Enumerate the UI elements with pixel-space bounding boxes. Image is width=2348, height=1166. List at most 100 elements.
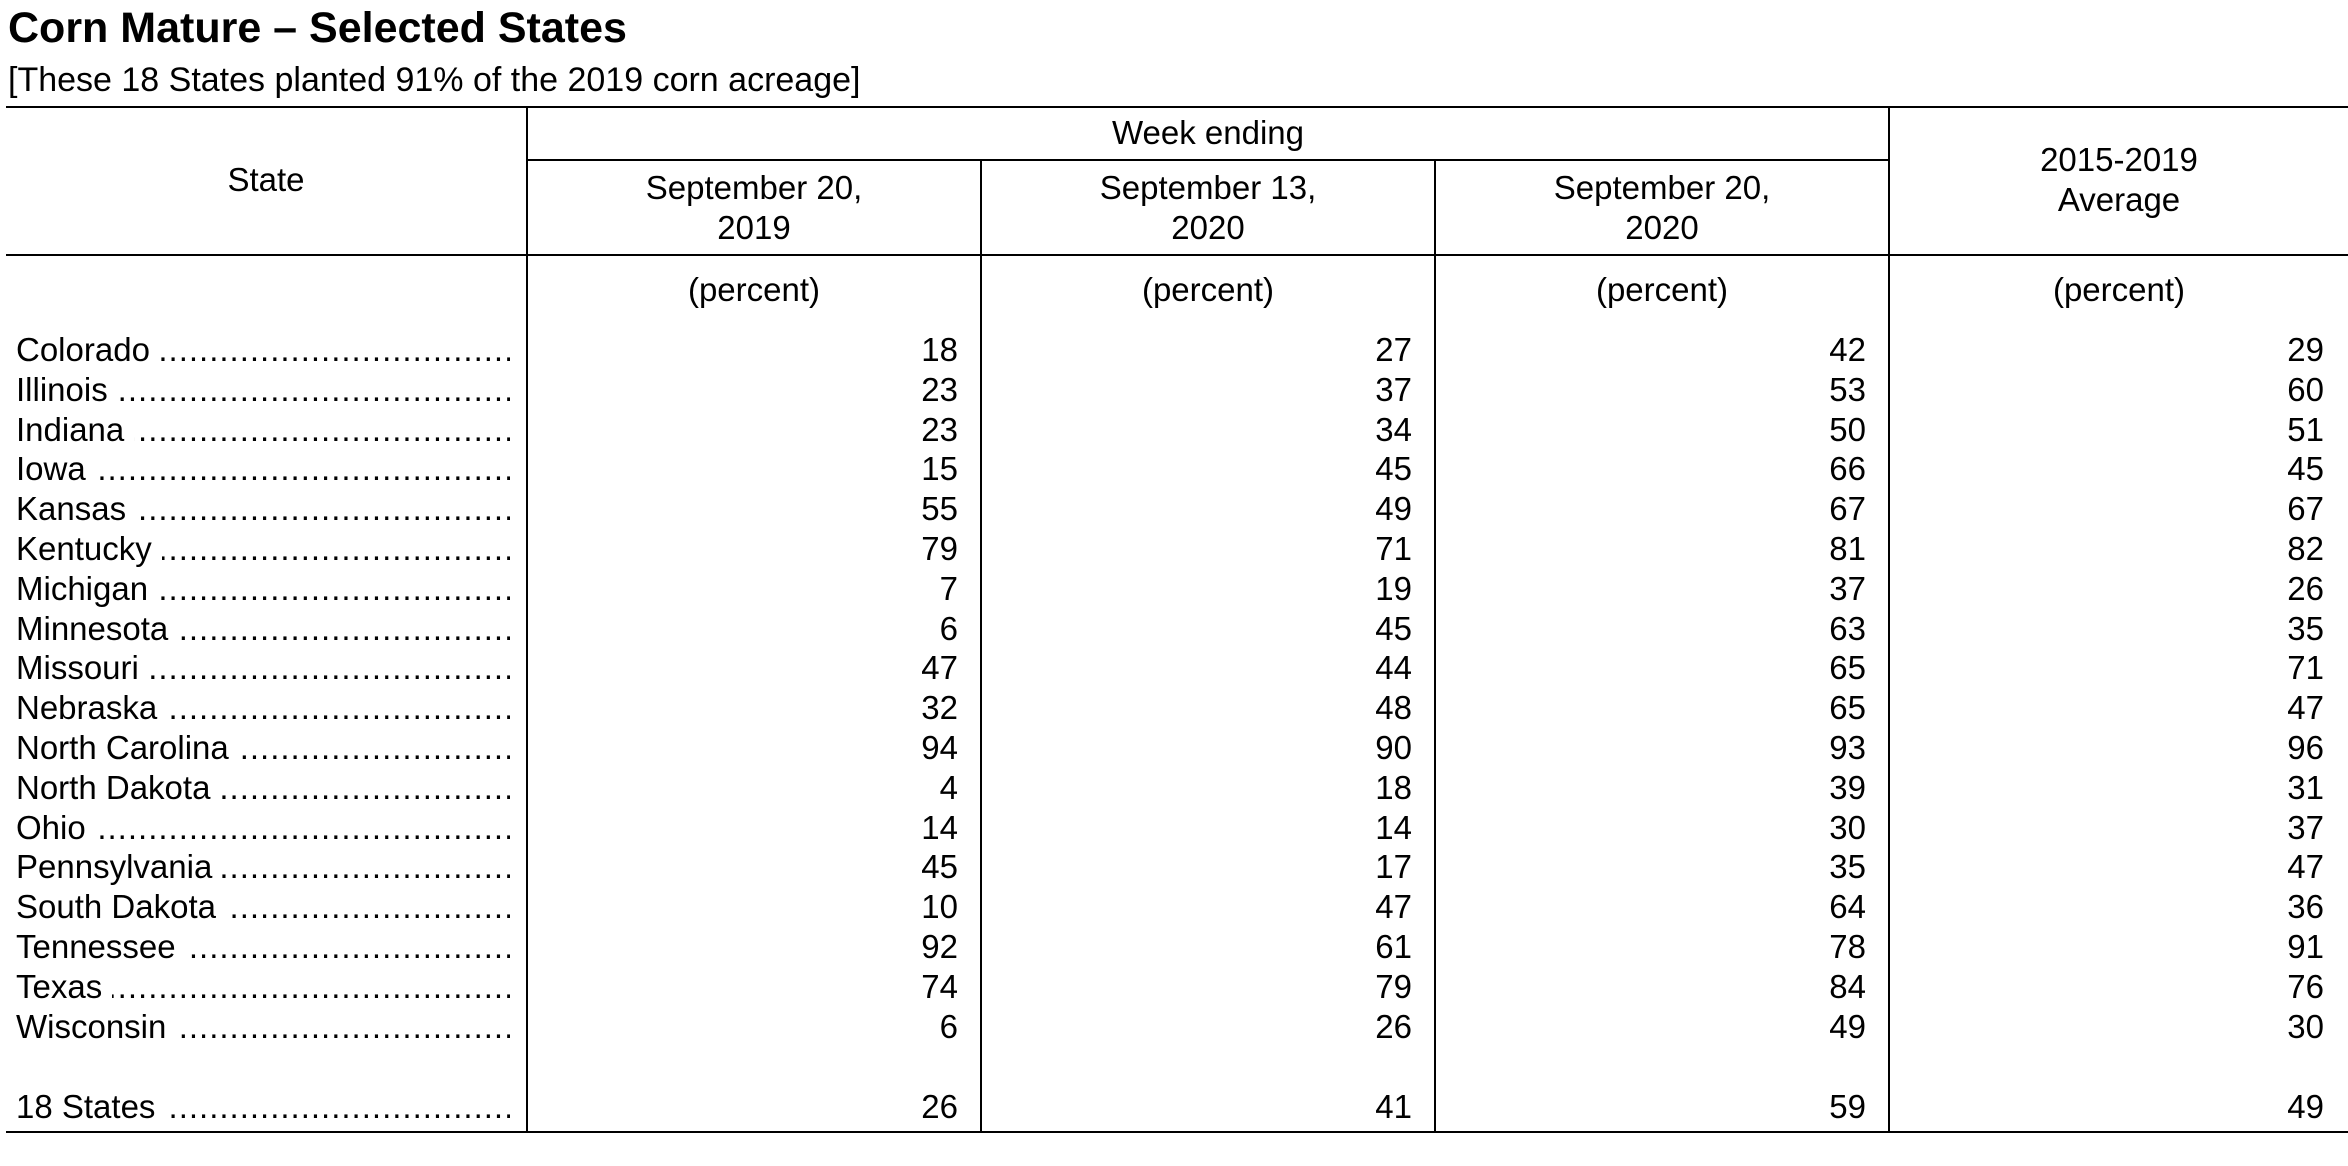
- table-row: ........................................…: [0, 370, 2348, 410]
- value-average: 47: [2287, 689, 2324, 727]
- page-subtitle: [These 18 States planted 91% of the 2019…: [8, 61, 861, 99]
- header-average: 2015-2019 Average: [1890, 106, 2348, 254]
- value-average: 49: [2287, 1088, 2324, 1125]
- value-sep20-2019: 4: [939, 768, 958, 806]
- value-average: 47: [2287, 848, 2324, 886]
- value-sep20-2020: 37: [1829, 569, 1866, 607]
- leader-dots: ........................................…: [16, 808, 510, 846]
- value-sep13-2020: 90: [1375, 729, 1412, 766]
- value-sep20-2019: 79: [921, 530, 958, 567]
- value-sep13-2020: 34: [1375, 410, 1412, 448]
- value-sep20-2019: 15: [921, 450, 958, 488]
- table-row: ........................................…: [0, 1007, 2348, 1047]
- value-sep20-2019: 6: [939, 609, 958, 647]
- value-sep20-2020: 64: [1829, 888, 1866, 926]
- table-row: ........................................…: [0, 569, 2348, 609]
- value-sep20-2020: 93: [1829, 729, 1866, 766]
- value-sep13-2020: 45: [1375, 609, 1412, 647]
- value-sep20-2020: 50: [1829, 410, 1866, 448]
- column-divider-average: [1888, 106, 1890, 1132]
- state-name: Missouri: [16, 649, 149, 687]
- state-cell: ........................................…: [16, 768, 510, 808]
- value-average: 60: [2287, 370, 2324, 408]
- header-week-ending: Week ending: [1111, 113, 1305, 151]
- state-cell: ........................................…: [16, 847, 510, 887]
- state-cell: ........................................…: [16, 569, 510, 609]
- value-sep13-2020: 45: [1375, 450, 1412, 488]
- state-name: Pennsylvania: [16, 848, 223, 886]
- value-sep13-2020: 48: [1375, 689, 1412, 727]
- table-row: ........................................…: [0, 449, 2348, 489]
- table-row: ........................................…: [0, 688, 2348, 728]
- value-sep20-2019: 7: [939, 569, 958, 607]
- value-average: 26: [2287, 569, 2324, 607]
- state-name: Kansas: [16, 490, 137, 528]
- state-cell: ........................................…: [16, 1007, 510, 1047]
- value-sep20-2019: 23: [921, 370, 958, 408]
- value-sep20-2020: 39: [1829, 768, 1866, 806]
- header-sep20-2020-text: September 20, 2020: [1553, 168, 1771, 246]
- value-sep13-2020: 27: [1375, 331, 1412, 368]
- state-cell: ........................................…: [16, 967, 510, 1007]
- value-average: 71: [2287, 649, 2324, 687]
- value-sep20-2020: 81: [1829, 530, 1866, 567]
- header-bottom-rule: [6, 254, 2348, 256]
- state-name: Illinois: [16, 370, 118, 408]
- column-divider-state: [526, 106, 528, 1132]
- table-row: ........................................…: [0, 330, 2348, 370]
- value-sep20-2019: 55: [921, 490, 958, 528]
- value-sep20-2019: 47: [921, 649, 958, 687]
- table-row: ........................................…: [0, 529, 2348, 569]
- value-average: 82: [2287, 530, 2324, 567]
- value-sep20-2020: 84: [1829, 967, 1866, 1005]
- table-row: ........................................…: [0, 410, 2348, 450]
- state-cell: ........................................…: [16, 330, 510, 370]
- state-cell: ........................................…: [16, 648, 510, 688]
- value-average: 91: [2287, 928, 2324, 965]
- unit-label-col2: (percent): [1141, 271, 1275, 308]
- value-average: 76: [2287, 967, 2324, 1005]
- state-name: Wisconsin: [16, 1007, 177, 1045]
- state-cell: ........................................…: [16, 927, 510, 967]
- value-sep20-2019: 74: [921, 967, 958, 1005]
- table-bottom-rule: [6, 1131, 2348, 1133]
- value-average: 36: [2287, 888, 2324, 926]
- value-average: 67: [2287, 490, 2324, 528]
- value-average: 30: [2287, 1007, 2324, 1045]
- value-sep20-2020: 65: [1829, 689, 1866, 727]
- value-sep13-2020: 41: [1375, 1088, 1412, 1125]
- value-sep20-2020: 67: [1829, 490, 1866, 528]
- value-sep13-2020: 61: [1375, 928, 1412, 965]
- value-sep20-2019: 26: [921, 1088, 958, 1125]
- state-cell: ........................................…: [16, 410, 510, 450]
- unit-label-col1: (percent): [687, 271, 821, 308]
- state-name: Tennessee: [16, 928, 186, 965]
- value-sep13-2020: 47: [1375, 888, 1412, 926]
- table-row: ........................................…: [0, 887, 2348, 927]
- table-row: ........................................…: [0, 609, 2348, 649]
- value-sep20-2019: 45: [921, 848, 958, 886]
- state-name: Indiana: [16, 410, 135, 448]
- state-name: Nebraska: [16, 689, 168, 727]
- state-cell: ........................................…: [16, 609, 510, 649]
- state-cell: ........................................…: [16, 1087, 510, 1127]
- value-average: 45: [2287, 450, 2324, 488]
- leader-dots: ........................................…: [16, 450, 510, 488]
- unit-label-col4: (percent): [2052, 271, 2186, 308]
- value-average: 51: [2287, 410, 2324, 448]
- value-sep20-2020: 65: [1829, 649, 1866, 687]
- state-name: Minnesota: [16, 609, 179, 647]
- value-sep13-2020: 37: [1375, 370, 1412, 408]
- state-name: North Carolina: [16, 729, 239, 766]
- state-name: South Dakota: [16, 888, 226, 926]
- value-sep20-2020: 78: [1829, 928, 1866, 965]
- table-row: ........................................…: [0, 489, 2348, 529]
- table-row: ........................................…: [0, 847, 2348, 887]
- state-cell: ........................................…: [16, 529, 510, 569]
- value-sep13-2020: 17: [1375, 848, 1412, 886]
- value-sep13-2020: 18: [1375, 768, 1412, 806]
- table-row: ........................................…: [0, 648, 2348, 688]
- value-sep20-2020: 53: [1829, 370, 1866, 408]
- value-sep20-2020: 63: [1829, 609, 1866, 647]
- state-name: 18 States: [16, 1088, 166, 1125]
